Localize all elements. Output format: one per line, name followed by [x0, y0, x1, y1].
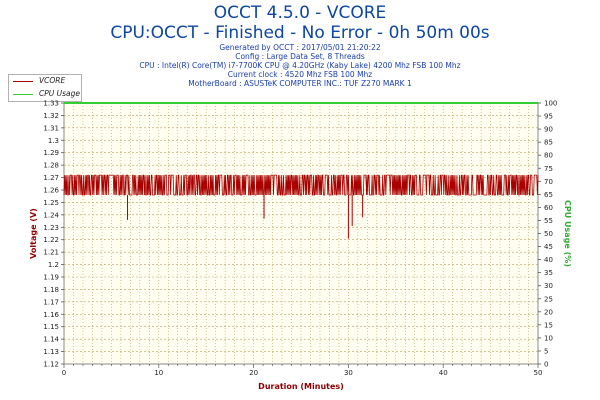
y-tick-label: 1.25 — [43, 199, 59, 207]
y-tick-label: 1.27 — [43, 174, 59, 182]
y-tick-label: 1.24 — [43, 211, 59, 219]
y-tick-label: 1.22 — [43, 236, 59, 244]
y-tick-label: 1.19 — [43, 274, 59, 282]
x-tick-label: 50 — [534, 369, 543, 377]
y-right-tick-label: 30 — [544, 282, 553, 290]
y-tick-label: 1.3 — [48, 137, 59, 145]
y-tick-label: 1.28 — [43, 162, 59, 170]
y-right-tick-label: 15 — [544, 321, 553, 329]
legend-swatch-cpu-usage — [13, 94, 33, 95]
y-right-tick-label: 10 — [544, 334, 553, 342]
y-right-tick-label: 85 — [544, 139, 553, 147]
info-line-cpu: CPU : Intel(R) Core(TM) i7-7700K CPU @ 4… — [139, 61, 461, 70]
y-tick-label: 1.12 — [43, 361, 59, 369]
y-right-tick-label: 95 — [544, 113, 553, 121]
y-right-tick-label: 45 — [544, 243, 553, 251]
info-line-motherboard: MotherBoard : ASUSTeK COMPUTER INC.: TUF… — [188, 79, 412, 88]
y-right-tick-label: 75 — [544, 165, 553, 173]
y-right-tick-label: 25 — [544, 295, 553, 303]
info-line-generated: Generated by OCCT : 2017/05/01 21:20:22 — [219, 43, 381, 52]
y-right-tick-label: 100 — [544, 100, 557, 108]
x-tick-label: 10 — [154, 369, 163, 377]
y-tick-label: 1.16 — [43, 311, 59, 319]
x-tick-label: 30 — [344, 369, 353, 377]
y-right-tick-label: 70 — [544, 178, 553, 186]
y-right-tick-label: 55 — [544, 217, 553, 225]
y-right-tick-label: 35 — [544, 269, 553, 277]
y-right-axis-label: CPU Usage (%) — [563, 200, 572, 267]
chart-legend: VCORE CPU Usage — [8, 74, 82, 102]
x-axis-label: Duration (Minutes) — [258, 382, 344, 391]
y-tick-label: 1.21 — [43, 249, 59, 257]
y-right-tick-label: 0 — [544, 361, 548, 369]
legend-swatch-vcore — [13, 81, 33, 82]
y-tick-label: 1.31 — [43, 124, 59, 132]
info-line-config: Config : Large Data Set, 8 Threads — [235, 52, 365, 61]
y-right-tick-label: 5 — [544, 347, 548, 355]
legend-item-cpu-usage: CPU Usage — [9, 88, 81, 100]
y-axis-label: Voltage (V) — [29, 208, 38, 259]
x-tick-label: 0 — [62, 369, 66, 377]
y-right-tick-label: 40 — [544, 256, 553, 264]
y-tick-label: 1.2 — [48, 261, 59, 269]
y-tick-label: 1.23 — [43, 224, 59, 232]
y-tick-label: 1.18 — [43, 286, 59, 294]
y-tick-label: 1.14 — [43, 336, 59, 344]
chart-title: OCCT 4.5.0 - VCORE — [213, 3, 387, 23]
y-tick-label: 1.13 — [43, 348, 59, 356]
y-tick-label: 1.33 — [43, 100, 59, 108]
y-right-tick-label: 60 — [544, 204, 553, 212]
y-tick-label: 1.29 — [43, 149, 59, 157]
y-right-tick-label: 20 — [544, 308, 553, 316]
x-tick-label: 20 — [249, 369, 258, 377]
info-line-clock: Current clock : 4520 Mhz FSB 100 Mhz — [227, 70, 373, 79]
legend-item-vcore: VCORE — [9, 75, 81, 87]
y-right-tick-label: 80 — [544, 152, 553, 160]
y-tick-label: 1.15 — [43, 323, 59, 331]
y-right-tick-label: 90 — [544, 126, 553, 134]
legend-label-cpu-usage: CPU Usage — [39, 89, 81, 98]
y-tick-label: 1.26 — [43, 187, 59, 195]
x-tick-label: 40 — [439, 369, 448, 377]
y-right-tick-label: 65 — [544, 191, 553, 199]
plot-area — [63, 102, 539, 365]
y-tick-label: 1.32 — [43, 112, 59, 120]
y-tick-label: 1.17 — [43, 298, 59, 306]
y-right-tick-label: 50 — [544, 230, 553, 238]
chart-subtitle: CPU:OCCT - Finished - No Error - 0h 50m … — [110, 23, 490, 43]
legend-label-vcore: VCORE — [39, 76, 66, 85]
series-line-vcore — [63, 174, 539, 196]
